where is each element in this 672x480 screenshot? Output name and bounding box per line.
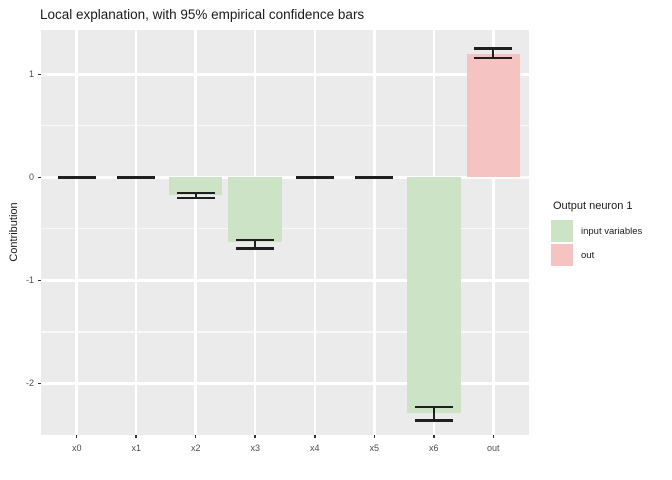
x-tick-mark-x3 (254, 435, 256, 438)
x-tick-label-x2: x2 (190, 443, 201, 453)
y-tick-mark-1 (37, 73, 41, 76)
gridline-major-y-1 (41, 73, 529, 76)
legend-label-out: out (581, 249, 595, 261)
y-tick-label--1: -1 (25, 275, 34, 286)
chart-title: Local explanation, with 95% empirical co… (40, 7, 365, 22)
y-tick-mark--1 (37, 279, 41, 282)
legend-items: input variables out (551, 220, 671, 266)
y-tick-label--2: -2 (25, 378, 34, 389)
errorbar-cap-high-x3 (236, 238, 275, 242)
errorbar-cap-low-x0 (57, 176, 96, 179)
y-tick-mark-0 (37, 176, 41, 179)
gridline-x-x0 (75, 30, 78, 435)
x-tick-mark-x2 (194, 435, 197, 438)
legend-swatch-out (551, 244, 573, 266)
y-axis-title: Contribution (8, 202, 20, 262)
legend-label-input-variables: input variables (581, 225, 643, 237)
legend-item-out: out (551, 244, 671, 266)
legend-item-input-variables: input variables (551, 220, 671, 242)
gridline-x-x4 (313, 30, 316, 435)
bar-out (466, 53, 521, 178)
x-tick-label-out: out (487, 443, 500, 453)
bar-x2 (168, 177, 223, 195)
errorbar-stem-out (492, 48, 495, 58)
y-tick-label-0: 0 (28, 172, 34, 183)
errorbar-cap-high-x2 (176, 191, 215, 195)
errorbar-cap-low-out (474, 56, 513, 60)
x-tick-mark-x6 (433, 435, 435, 438)
errorbar-cap-low-x6 (414, 419, 453, 422)
errorbar-stem-x2 (194, 192, 197, 198)
legend-swatch-input-variables (551, 220, 573, 242)
gridline-minor-y--0.5 (41, 228, 529, 230)
errorbar-cap-low-x3 (236, 247, 275, 250)
gridline-x-x5 (373, 30, 376, 435)
errorbar-stem-x3 (254, 240, 257, 249)
errorbar-cap-high-x6 (414, 405, 453, 409)
gridline-x-out (492, 30, 495, 435)
x-tick-label-x1: x1 (131, 443, 141, 453)
gridline-major-y--1 (41, 279, 529, 282)
errorbar-cap-low-x2 (176, 196, 215, 200)
y-tick-mark--2 (37, 382, 41, 385)
errorbar-cap-low-x1 (117, 176, 156, 179)
x-tick-label-x4: x4 (309, 443, 320, 453)
errorbar-stem-x6 (432, 407, 435, 421)
gridline-x-x1 (134, 30, 138, 435)
y-tick-label-1: 1 (28, 69, 34, 80)
x-tick-label-x0: x0 (71, 443, 82, 453)
x-tick-mark-x5 (373, 435, 376, 438)
x-tick-mark-x4 (314, 435, 316, 438)
bar-x6 (407, 177, 461, 414)
gridline-major-y--2 (41, 382, 529, 385)
gridline-minor-y-0.5 (41, 125, 529, 127)
errorbar-cap-low-x5 (355, 176, 394, 179)
x-tick-label-x6: x6 (429, 443, 439, 453)
x-tick-mark-x0 (75, 435, 78, 438)
errorbar-cap-low-x4 (295, 176, 334, 179)
legend: Output neuron 1 input variables out (551, 200, 671, 268)
errorbar-cap-high-out (474, 47, 513, 50)
x-tick-mark-x1 (135, 435, 137, 438)
plot-panel (41, 30, 529, 435)
gridline-x-x2 (194, 30, 197, 435)
x-tick-label-x5: x5 (369, 443, 380, 453)
x-tick-mark-out (492, 435, 495, 438)
x-tick-label-x3: x3 (250, 443, 260, 453)
gridline-major-y-0 (41, 176, 529, 179)
bar-x3 (228, 177, 282, 243)
legend-title: Output neuron 1 (553, 200, 633, 212)
gridline-minor-y--1.5 (41, 331, 529, 333)
